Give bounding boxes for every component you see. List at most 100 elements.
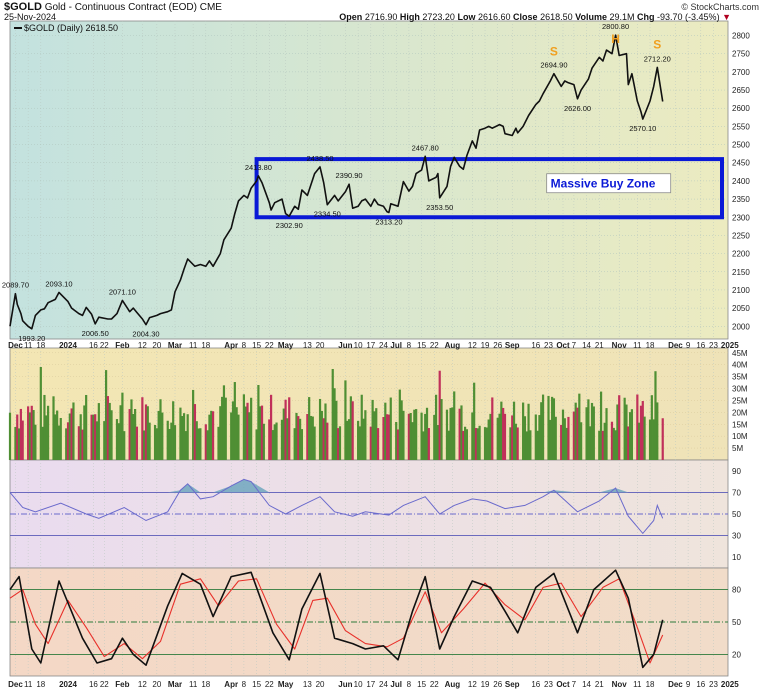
volume-tick-label: 15M bbox=[732, 420, 748, 429]
volume-bar bbox=[52, 396, 55, 460]
volume-bar bbox=[115, 419, 119, 460]
x-tick-label: 20 bbox=[152, 341, 161, 350]
volume-bar bbox=[413, 409, 416, 460]
volume-bar bbox=[618, 395, 621, 460]
volume-bar bbox=[369, 426, 372, 460]
chart-date: 25-Nov-2024 bbox=[4, 12, 57, 22]
volume-tick-label: 20M bbox=[732, 408, 748, 417]
buy-zone-label: Massive Buy Zone bbox=[551, 177, 656, 191]
x-tick-label: 11 bbox=[633, 341, 642, 350]
volume-bar bbox=[589, 426, 592, 460]
price-annotation: 2004.30 bbox=[132, 330, 159, 339]
volume-bar bbox=[217, 426, 220, 460]
volume-bar bbox=[438, 370, 441, 460]
volume-bar bbox=[128, 409, 131, 460]
volume-bar bbox=[313, 426, 316, 460]
x-tick-label: 15 bbox=[417, 341, 426, 350]
price-annotation: 2302.90 bbox=[276, 221, 303, 230]
volume-bar bbox=[157, 410, 160, 460]
price-annotation: 2626.00 bbox=[564, 104, 591, 113]
x-tick-label: Aug bbox=[445, 680, 461, 689]
volume-bar bbox=[411, 422, 414, 460]
volume-bar bbox=[297, 416, 300, 460]
volume-bar bbox=[445, 409, 449, 460]
volume-bar bbox=[395, 421, 398, 460]
x-tick-label: 17 bbox=[366, 680, 375, 689]
x-tick-label: Jul bbox=[390, 341, 402, 350]
volume-bar bbox=[652, 419, 655, 460]
volume-bar bbox=[549, 419, 552, 460]
x-tick-label: 26 bbox=[493, 680, 502, 689]
x-tick-label: 7 bbox=[572, 680, 577, 689]
x-tick-label: 12 bbox=[468, 341, 477, 350]
volume-bar bbox=[483, 427, 487, 460]
volume-bar bbox=[309, 415, 313, 460]
volume-bar bbox=[208, 414, 211, 460]
stochastic-d-line bbox=[9, 578, 664, 664]
volume-bar bbox=[396, 429, 400, 460]
volume-bar bbox=[333, 388, 336, 460]
volume-bar bbox=[364, 410, 367, 460]
volume-bar bbox=[32, 410, 35, 460]
x-tick-label: 22 bbox=[100, 341, 109, 350]
x-tick-label: 22 bbox=[100, 680, 109, 689]
volume-bar bbox=[148, 422, 151, 460]
volume-bar bbox=[654, 371, 657, 460]
volume-bar bbox=[422, 431, 425, 460]
x-tick-label: Apr bbox=[224, 680, 238, 689]
volume-bar bbox=[295, 412, 298, 460]
x-tick-label: 9 bbox=[686, 341, 691, 350]
x-tick-label: 18 bbox=[36, 341, 45, 350]
volume-bar bbox=[371, 399, 374, 460]
volume-bar bbox=[211, 411, 215, 460]
volume-bar bbox=[231, 401, 235, 460]
instrument-name: Gold - Continuous Contract (EOD) bbox=[44, 2, 197, 13]
x-tick-label: 24 bbox=[379, 341, 388, 350]
x-tick-label: 22 bbox=[430, 341, 439, 350]
volume-bars bbox=[8, 367, 664, 460]
volume-bar bbox=[540, 402, 543, 460]
volume-bar bbox=[72, 402, 75, 460]
volume-bar bbox=[244, 406, 247, 460]
volume-bar bbox=[574, 402, 577, 460]
volume-bar bbox=[650, 395, 653, 460]
volume-bar bbox=[453, 391, 456, 460]
volume-bar bbox=[90, 414, 93, 460]
x-tick-label: 16 bbox=[696, 680, 705, 689]
volume-bar bbox=[487, 419, 490, 460]
volume-bar bbox=[34, 424, 37, 460]
x-tick-label: 18 bbox=[646, 680, 655, 689]
buy-zone-rectangle bbox=[254, 157, 724, 220]
volume-bar bbox=[172, 401, 175, 460]
volume-bar bbox=[288, 397, 291, 460]
x-tick-label: 19 bbox=[481, 341, 490, 350]
x-tick-label: 20 bbox=[316, 680, 325, 689]
volume-bar bbox=[625, 404, 628, 460]
price-tick-label: 2200 bbox=[732, 250, 750, 259]
x-tick-label: 15 bbox=[252, 341, 261, 350]
stochastic-k-line bbox=[9, 569, 664, 669]
x-tick-label: Dec bbox=[668, 341, 683, 350]
volume-bar bbox=[117, 423, 120, 460]
x-tick-label: 2024 bbox=[59, 680, 77, 689]
close-label: Close bbox=[513, 12, 538, 22]
price-series: 2089.70 1993.20 2093.10 2006.50 2071.10 2004.… bbox=[2, 22, 671, 343]
x-tick-label: Oct bbox=[556, 341, 570, 350]
volume-bar bbox=[130, 399, 133, 460]
x-tick-label: 12 bbox=[138, 680, 147, 689]
volume-bar bbox=[153, 424, 157, 460]
volume-bar bbox=[485, 427, 488, 460]
x-tick-label: 19 bbox=[481, 680, 490, 689]
volume-bar bbox=[56, 410, 59, 460]
x-tick-label: 16 bbox=[89, 680, 98, 689]
x-tick-label: 24 bbox=[379, 680, 388, 689]
x-tick-label: 15 bbox=[417, 680, 426, 689]
x-tick-label: Sep bbox=[505, 341, 520, 350]
x-tick-label: 20 bbox=[152, 680, 161, 689]
volume-bar bbox=[65, 428, 68, 460]
buy-zone: Massive Buy Zone bbox=[254, 157, 724, 220]
chart-title: $GOLD Gold - Continuous Contract (EOD) C… bbox=[4, 1, 222, 13]
volume-label: Volume bbox=[575, 12, 607, 22]
price-annotation: 2800.80 bbox=[602, 22, 629, 31]
volume-bar bbox=[179, 407, 182, 460]
